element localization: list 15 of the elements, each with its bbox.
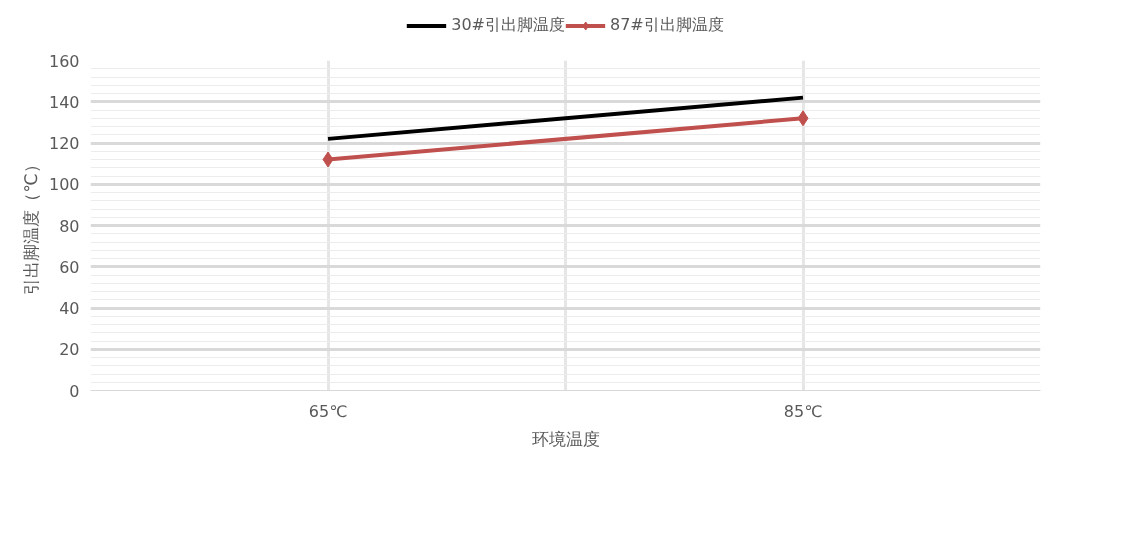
legend-label: 87#引出脚温度: [610, 14, 724, 36]
y-tick-label: 140: [48, 92, 80, 112]
y-tick-label: 160: [48, 51, 80, 71]
y-axis-title: 引出脚温度（℃）: [20, 156, 41, 295]
y-tick-label: 20: [59, 340, 80, 360]
y-tick-label: 0: [69, 381, 80, 401]
x-tick-label: 85℃: [783, 401, 823, 421]
y-tick-label: 80: [59, 216, 80, 236]
y-tick-label: 40: [59, 299, 80, 318]
y-tick-label: 120: [48, 134, 80, 153]
y-tick-label: 100: [48, 175, 80, 195]
x-axis-title: 环境温度: [531, 428, 600, 449]
x-tick-label: 65℃: [308, 401, 348, 421]
legend-label: 30#引出脚温度: [451, 14, 565, 36]
y-tick-label: 60: [59, 257, 80, 277]
